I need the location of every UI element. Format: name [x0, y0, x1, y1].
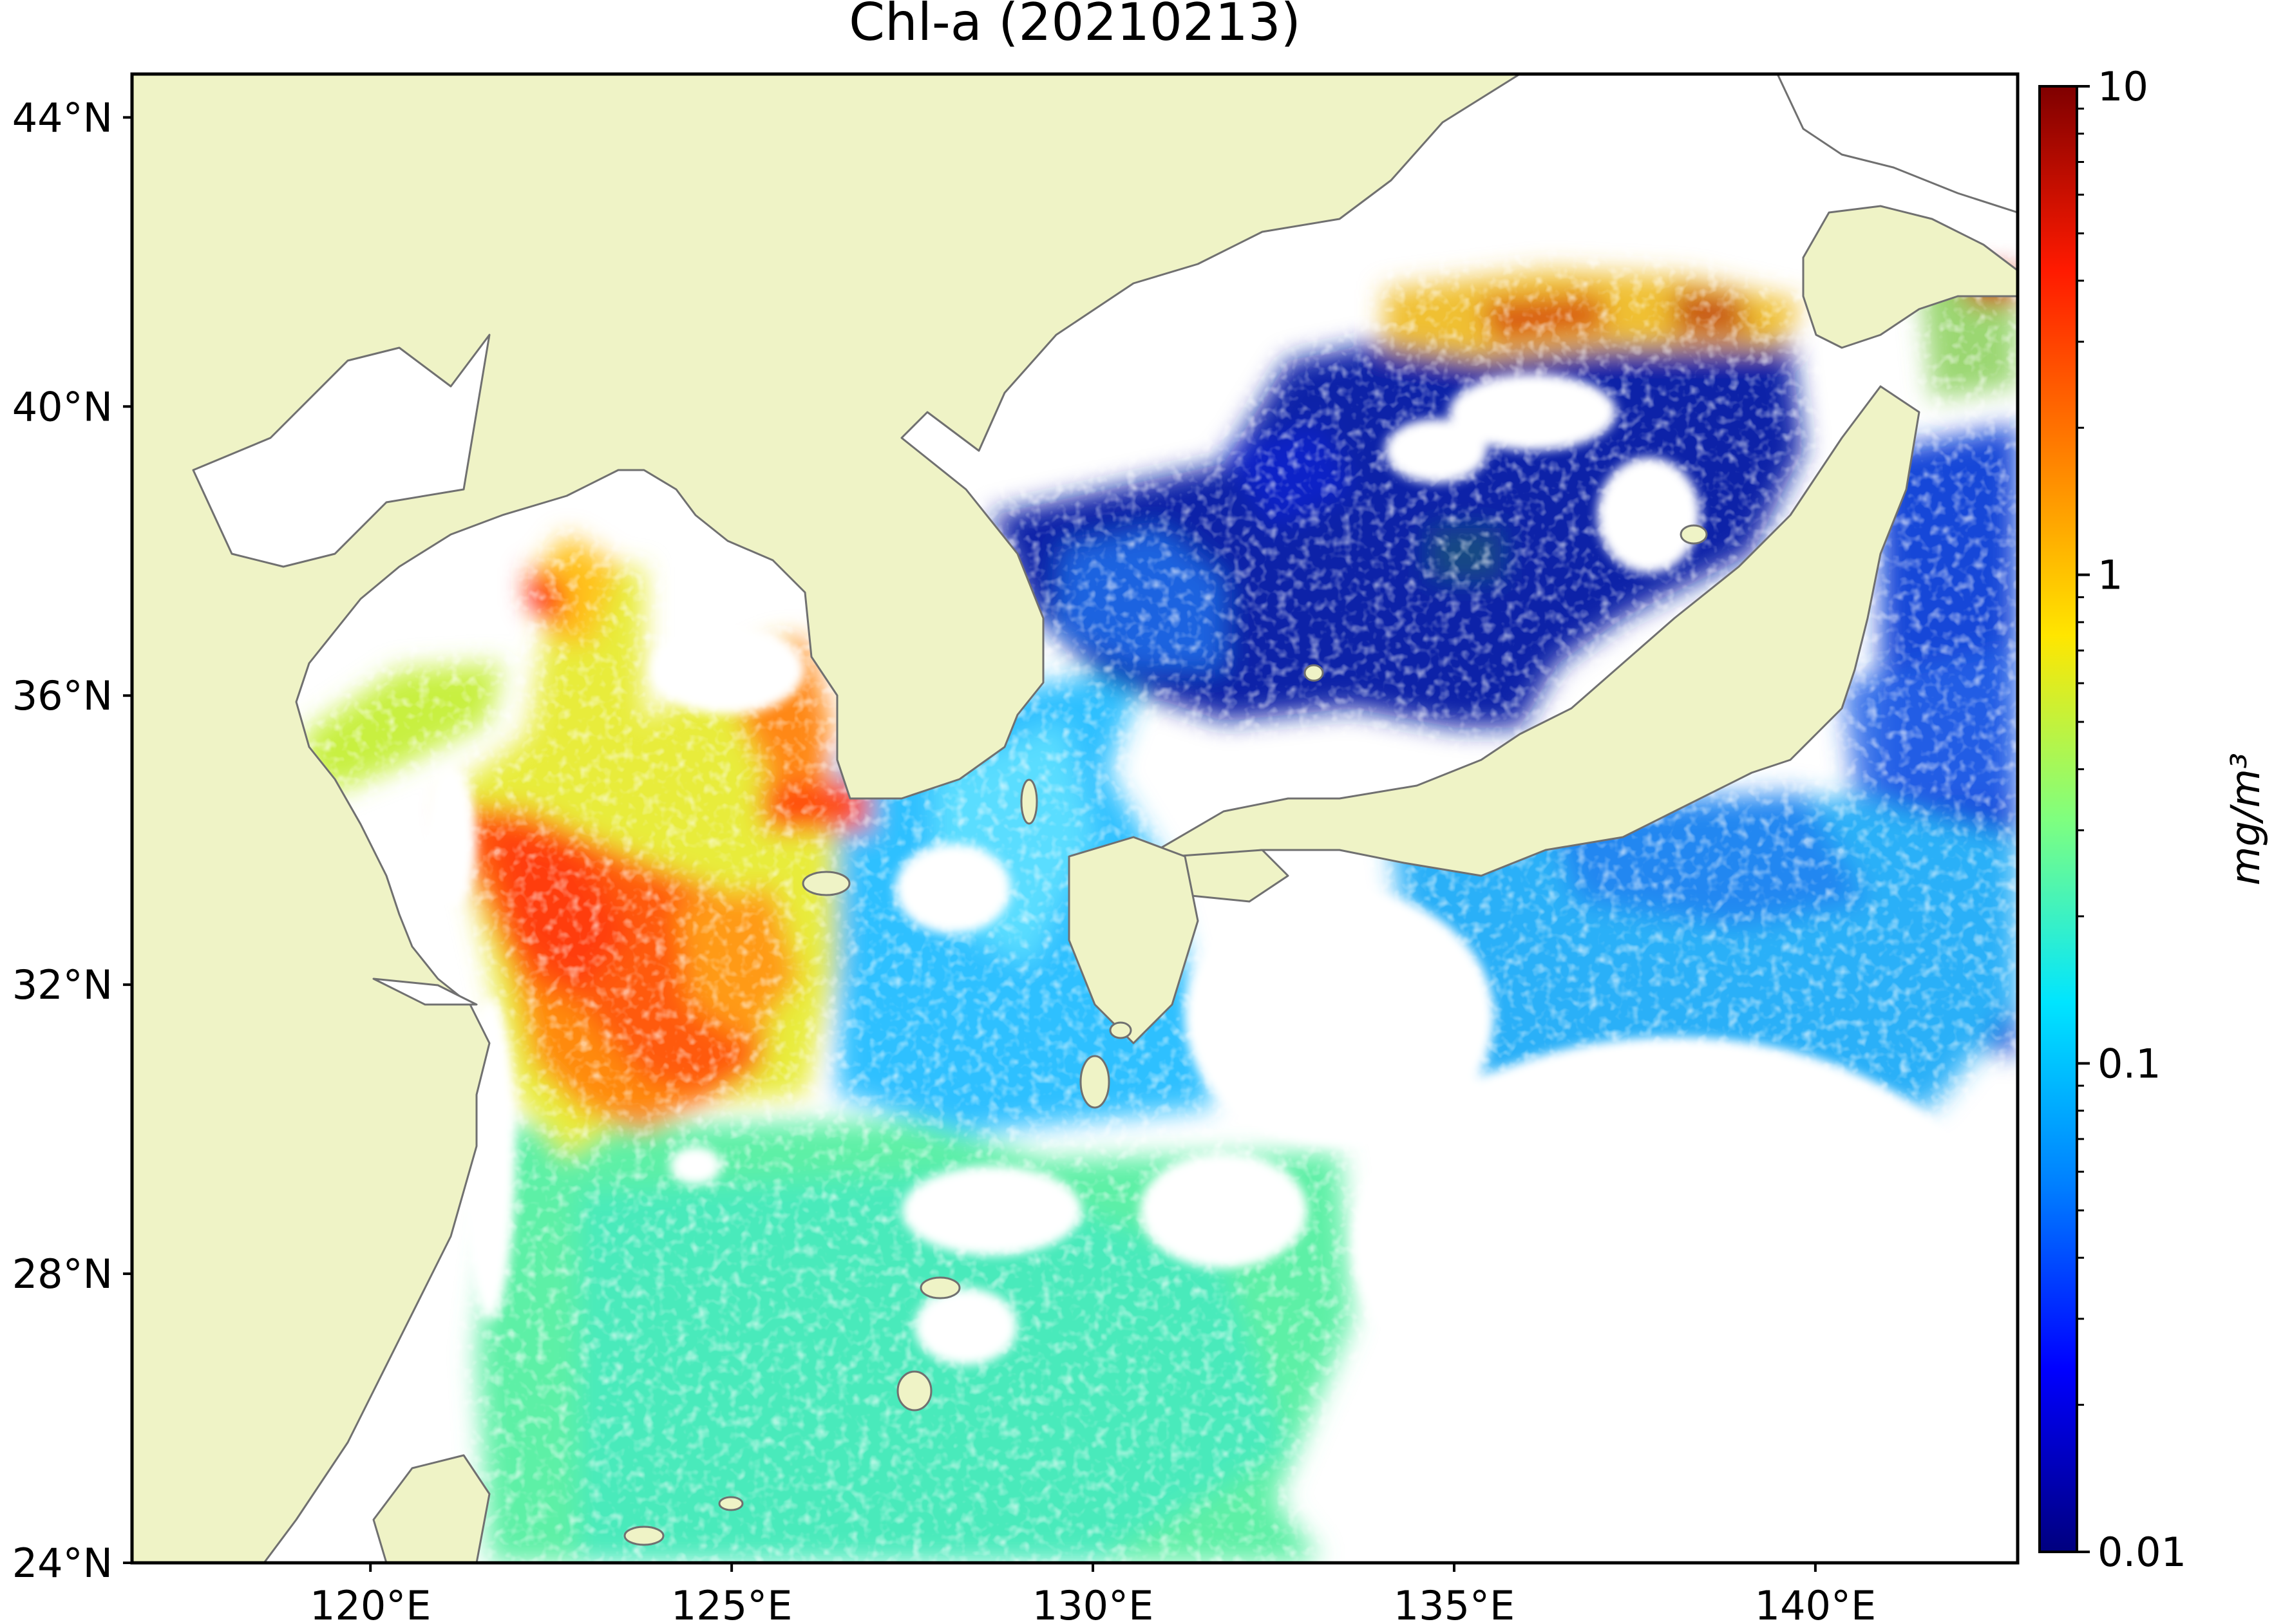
lat-tick-label: 36°N — [12, 672, 113, 719]
lat-tick-label: 28°N — [12, 1251, 113, 1298]
colorbar-tick-label: 1 — [2098, 552, 2123, 599]
colorbar-unit-label: mg/m³ — [2222, 753, 2269, 885]
colorbar-ticks: 10 1 0.1 0.01 — [2077, 63, 2186, 1576]
colorbar-gradient — [2038, 85, 2078, 1553]
colorbar-tick-label: 0.01 — [2098, 1529, 2186, 1576]
latitude-axis: 24°N 28°N 32°N 36°N 40°N 44°N — [12, 94, 132, 1587]
colorbar-tick-label: 0.1 — [2098, 1040, 2161, 1087]
lon-tick-label: 140°E — [1755, 1582, 1877, 1624]
lat-tick-label: 40°N — [12, 383, 113, 430]
lat-tick-label: 44°N — [12, 94, 113, 141]
land — [132, 74, 2018, 1563]
longitude-axis: 120°E 125°E 130°E 135°E 140°E — [310, 1563, 1876, 1624]
lat-tick-label: 24°N — [12, 1540, 113, 1587]
map-title: Chl-a (20210213) — [849, 0, 1301, 52]
colorbar-tick-label: 10 — [2098, 63, 2148, 110]
lon-tick-label: 120°E — [310, 1582, 431, 1624]
map-frame — [130, 72, 2020, 1565]
colorbar: 10 1 0.1 0.01 mg/m³ — [2038, 63, 2269, 1576]
lat-tick-label: 32°N — [12, 961, 113, 1008]
lon-tick-label: 135°E — [1394, 1582, 1515, 1624]
lon-tick-label: 125°E — [671, 1582, 793, 1624]
lon-tick-label: 130°E — [1032, 1582, 1154, 1624]
map-area — [132, 74, 2018, 1563]
